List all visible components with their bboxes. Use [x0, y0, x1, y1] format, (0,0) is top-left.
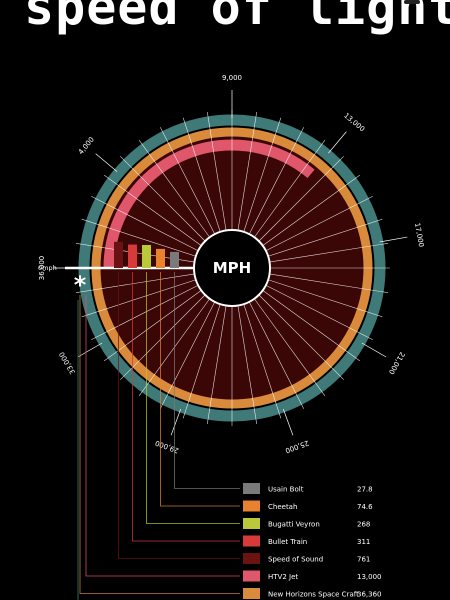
legend-label: Bullet Train [268, 538, 307, 546]
scale-label: 25,000 [284, 439, 310, 455]
legend-leader-lines [77, 272, 240, 600]
center-circle [193, 229, 271, 307]
ray [248, 127, 304, 235]
scale-label: 4,000 [77, 136, 96, 156]
ray [81, 279, 196, 318]
legend-value: 311 [357, 538, 370, 546]
ray [269, 273, 389, 294]
ray [268, 279, 383, 318]
leader-line [79, 295, 240, 594]
ray [243, 117, 282, 232]
scale-label: 21,000 [387, 350, 406, 375]
scale-rays [54, 90, 408, 436]
slow-speed-bars [114, 241, 179, 268]
scale-label: 29,000 [154, 439, 180, 455]
scale-label: 33,000 [58, 350, 77, 375]
ray [103, 174, 202, 246]
ray [262, 174, 361, 246]
tick-extension [77, 342, 103, 358]
scale-label: 36,000 [38, 256, 46, 281]
chart-title: speed of light [24, 0, 450, 36]
scale-label: 13,000 [342, 112, 366, 134]
ray [262, 290, 361, 362]
legend-swatch [243, 588, 260, 599]
ray [81, 218, 196, 257]
ray [254, 139, 326, 238]
legend-swatch [243, 518, 260, 529]
asterisk-icon: * [74, 271, 87, 299]
legend-label: Usain Bolt [268, 486, 304, 494]
tick-extension [328, 131, 347, 154]
center-hub: MPH [193, 229, 271, 307]
ray [243, 304, 282, 419]
ray [269, 242, 389, 263]
ray [103, 290, 202, 362]
legend-label: Speed of Sound [268, 556, 323, 564]
ray [265, 196, 373, 252]
ray [258, 294, 344, 380]
tick-extension [379, 236, 408, 243]
ray [206, 305, 227, 425]
legend-value: 13,000 [357, 573, 382, 581]
ray [182, 117, 221, 232]
legend-label: HTV2 Jet [268, 573, 298, 581]
ray [237, 111, 258, 231]
ray [254, 298, 326, 397]
legend-label: Bugatti Veyron [268, 521, 320, 529]
ray [91, 284, 199, 340]
ray [258, 156, 344, 242]
leader-line [85, 295, 240, 577]
ray [120, 294, 206, 380]
legend-value: 27.8 [357, 486, 373, 494]
ray [268, 218, 383, 257]
leader-line [160, 272, 240, 507]
bar-usain-bolt [170, 251, 179, 268]
center-label: MPH [213, 259, 251, 277]
tick-extension [170, 408, 182, 436]
legend-value: 74.6 [357, 503, 373, 511]
bar-cheetah [156, 248, 165, 268]
legend-value: 36,360 [357, 591, 382, 599]
legend: Usain Bolt 27.8 Cheetah 74.6 Bugatti Veyron 2… [243, 483, 382, 599]
legend-swatch [243, 535, 260, 547]
ray [237, 305, 258, 425]
ray [248, 301, 304, 409]
legend-swatch [243, 553, 260, 564]
ray [160, 127, 216, 235]
ray [265, 284, 373, 340]
bar-speed-of-sound [114, 241, 123, 268]
ray [160, 301, 216, 409]
leader-line [118, 272, 240, 559]
tick-extension [361, 342, 387, 358]
tick-extension [282, 408, 294, 436]
scale-label: 9,000 [222, 74, 242, 82]
ring-htv2-jet [103, 139, 315, 269]
leader-line [132, 272, 240, 542]
ray [91, 196, 199, 252]
ray [182, 304, 221, 419]
leader-line [146, 272, 240, 524]
legend-value: 268 [357, 521, 370, 529]
ray [138, 139, 210, 238]
ray [120, 156, 206, 242]
legend-swatch [243, 570, 260, 582]
bar-bullet-train [128, 244, 137, 268]
bar-bugatti-veyron [142, 245, 151, 268]
corner-mark [404, 0, 420, 4]
tick-extension [95, 153, 118, 172]
leader-line [174, 272, 240, 489]
legend-label: Cheetah [268, 503, 297, 511]
legend-swatch [243, 483, 260, 494]
legend-value: 761 [357, 556, 370, 564]
zero-label: 0mph [38, 264, 57, 272]
scale-label: 17,000 [413, 222, 425, 248]
legend-swatch [243, 500, 260, 512]
ray [206, 111, 227, 231]
legend-label: New Horizons Space Craft [268, 591, 359, 599]
